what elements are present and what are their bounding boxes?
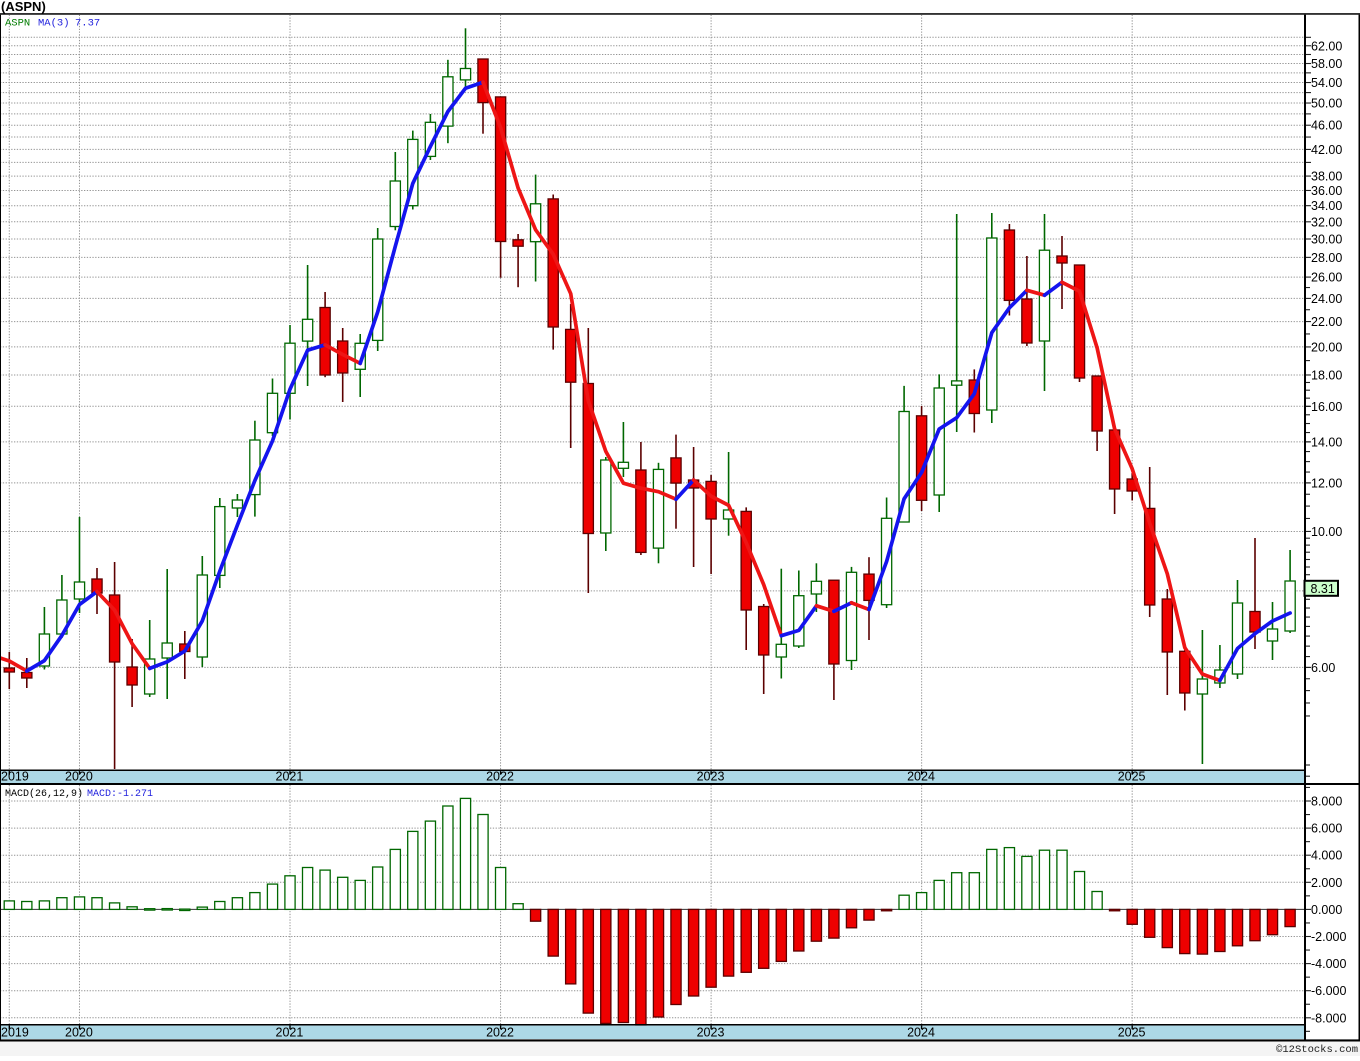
svg-text:58.00: 58.00 [1311, 57, 1342, 71]
svg-text:16.00: 16.00 [1311, 400, 1342, 414]
svg-text:34.00: 34.00 [1311, 199, 1342, 213]
svg-text:2020: 2020 [65, 1026, 93, 1040]
svg-text:24.00: 24.00 [1311, 292, 1342, 306]
svg-text:MACD(26,12,9): MACD(26,12,9) [5, 788, 83, 800]
svg-text:32.00: 32.00 [1311, 215, 1342, 229]
svg-text:2024: 2024 [907, 770, 935, 784]
svg-text:8.000: 8.000 [1311, 795, 1342, 809]
svg-text:28.00: 28.00 [1311, 251, 1342, 265]
svg-text:2021: 2021 [276, 770, 304, 784]
svg-text:-6.000: -6.000 [1311, 984, 1346, 998]
svg-text:18.00: 18.00 [1311, 369, 1342, 383]
svg-text:2022: 2022 [486, 1026, 514, 1040]
svg-text:-4.000: -4.000 [1311, 957, 1346, 971]
svg-text:ASPN: ASPN [5, 18, 30, 30]
svg-text:2021: 2021 [276, 1026, 304, 1040]
svg-text:0.000: 0.000 [1311, 903, 1342, 917]
svg-text:2019: 2019 [1, 770, 29, 784]
svg-text:22.00: 22.00 [1311, 315, 1342, 329]
svg-text:46.00: 46.00 [1311, 119, 1342, 133]
svg-text:6.00: 6.00 [1311, 661, 1335, 675]
svg-text:MACD:-1.271: MACD:-1.271 [87, 789, 153, 800]
svg-text:26.00: 26.00 [1311, 271, 1342, 285]
svg-text:2023: 2023 [697, 770, 725, 784]
svg-text:4.000: 4.000 [1311, 849, 1342, 863]
svg-text:©12Stocks.com: ©12Stocks.com [1276, 1044, 1358, 1056]
svg-text:20.00: 20.00 [1311, 340, 1342, 354]
svg-text:7.37: 7.37 [75, 18, 100, 30]
svg-text:2025: 2025 [1118, 770, 1146, 784]
svg-text:2023: 2023 [697, 1026, 725, 1040]
svg-text:42.00: 42.00 [1311, 143, 1342, 157]
svg-text:54.00: 54.00 [1311, 76, 1342, 90]
svg-text:-2.000: -2.000 [1311, 930, 1346, 944]
svg-text:2.000: 2.000 [1311, 876, 1342, 890]
svg-text:8.31: 8.31 [1311, 582, 1335, 596]
svg-text:2019: 2019 [1, 1026, 29, 1040]
svg-text:12.00: 12.00 [1311, 476, 1342, 490]
svg-text:38.00: 38.00 [1311, 170, 1342, 184]
svg-text:2020: 2020 [65, 770, 93, 784]
svg-text:50.00: 50.00 [1311, 97, 1342, 111]
svg-text:2022: 2022 [486, 770, 514, 784]
svg-text:2025: 2025 [1118, 1026, 1146, 1040]
svg-text:10.00: 10.00 [1311, 525, 1342, 539]
svg-text:6.000: 6.000 [1311, 822, 1342, 836]
svg-text:30.00: 30.00 [1311, 233, 1342, 247]
svg-text:(ASPN): (ASPN) [1, 0, 46, 14]
svg-text:-8.000: -8.000 [1311, 1011, 1346, 1025]
svg-text:14.00: 14.00 [1311, 435, 1342, 449]
svg-text:2024: 2024 [907, 1026, 935, 1040]
svg-text:MA(3): MA(3) [38, 18, 70, 30]
svg-text:36.00: 36.00 [1311, 184, 1342, 198]
svg-text:62.00: 62.00 [1311, 39, 1342, 53]
